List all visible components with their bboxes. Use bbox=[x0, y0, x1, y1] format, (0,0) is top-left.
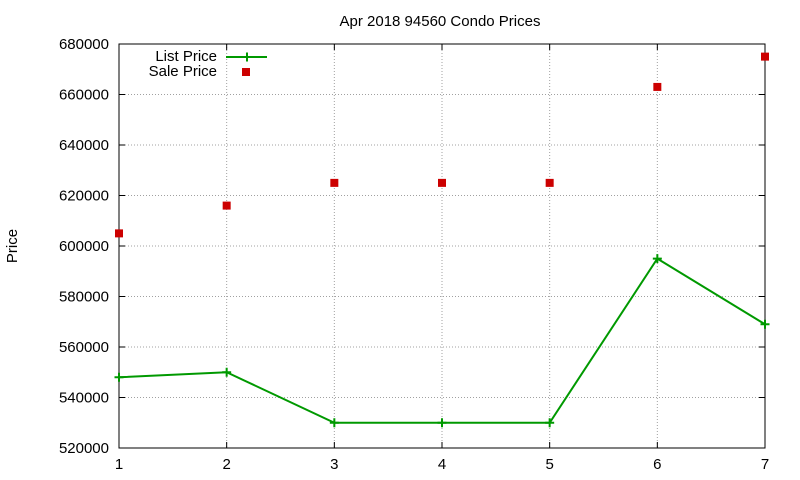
x-tick-label: 2 bbox=[222, 456, 230, 473]
legend: List Price Sale Price bbox=[149, 48, 267, 80]
legend-marker-list-price bbox=[242, 52, 252, 62]
list-price-point bbox=[222, 367, 232, 377]
list-price-point bbox=[760, 319, 770, 329]
x-tick-label: 3 bbox=[330, 456, 338, 473]
list-price-point bbox=[437, 418, 447, 428]
sale-price-point bbox=[438, 178, 446, 187]
y-tick-label: 580000 bbox=[59, 289, 109, 306]
y-tick-label: 680000 bbox=[59, 36, 109, 53]
sale-price-point bbox=[115, 229, 123, 238]
x-tick-label: 1 bbox=[115, 456, 123, 473]
y-tick-label: 660000 bbox=[59, 87, 109, 104]
y-tick-label: 560000 bbox=[59, 339, 109, 356]
x-tick-label: 4 bbox=[438, 456, 446, 473]
x-tick-label: 7 bbox=[761, 456, 769, 473]
x-tick-label: 6 bbox=[653, 456, 661, 473]
sale-price-point bbox=[222, 201, 231, 210]
y-tick-label: 540000 bbox=[59, 390, 109, 407]
sale-price-point bbox=[330, 178, 339, 187]
x-tick-label: 5 bbox=[545, 456, 553, 473]
y-tick-label: 520000 bbox=[59, 440, 109, 457]
list-price-point bbox=[329, 418, 339, 428]
series-group bbox=[114, 52, 770, 428]
y-axis-label: Price bbox=[4, 229, 21, 263]
sale-price-point bbox=[761, 52, 769, 61]
legend-label-list-price: List Price bbox=[155, 48, 217, 65]
y-tick-label: 640000 bbox=[59, 137, 109, 154]
legend-marker-sale-price bbox=[242, 68, 250, 76]
list-price-point bbox=[652, 254, 662, 264]
list-price-point bbox=[114, 372, 124, 382]
y-tick-label: 620000 bbox=[59, 188, 109, 205]
list-price-point bbox=[545, 418, 555, 428]
chart-title: Apr 2018 94560 Condo Prices bbox=[340, 13, 541, 30]
y-tick-label: 600000 bbox=[59, 238, 109, 255]
legend-label-sale-price: Sale Price bbox=[149, 63, 217, 80]
sale-price-point bbox=[653, 82, 662, 91]
axis-ticks: 520000 540000 560000 580000 600000 620000 6400… bbox=[59, 36, 769, 473]
grid-lines bbox=[119, 44, 765, 448]
sale-price-point bbox=[545, 178, 554, 187]
